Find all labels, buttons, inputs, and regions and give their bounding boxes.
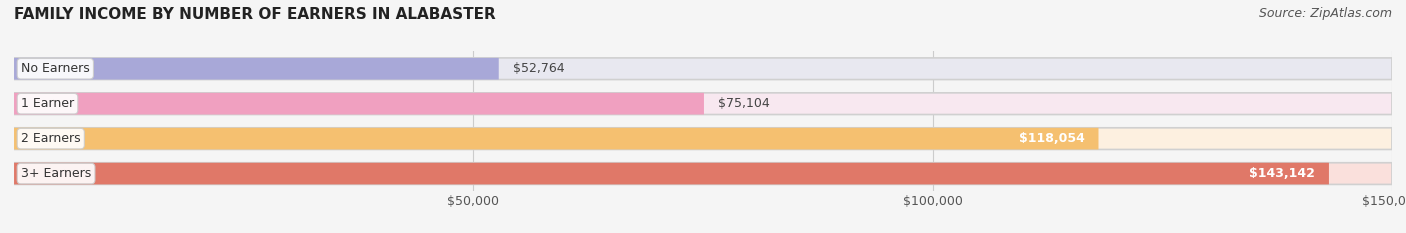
Text: $52,764: $52,764 [513, 62, 564, 75]
Text: 2 Earners: 2 Earners [21, 132, 80, 145]
Text: 1 Earner: 1 Earner [21, 97, 75, 110]
FancyBboxPatch shape [14, 163, 1392, 185]
Text: $75,104: $75,104 [717, 97, 769, 110]
Text: FAMILY INCOME BY NUMBER OF EARNERS IN ALABASTER: FAMILY INCOME BY NUMBER OF EARNERS IN AL… [14, 7, 496, 22]
FancyBboxPatch shape [14, 163, 1329, 185]
Text: $118,054: $118,054 [1019, 132, 1084, 145]
FancyBboxPatch shape [14, 128, 1098, 150]
Text: Source: ZipAtlas.com: Source: ZipAtlas.com [1258, 7, 1392, 20]
Text: $143,142: $143,142 [1250, 167, 1315, 180]
FancyBboxPatch shape [14, 58, 1392, 80]
Text: 3+ Earners: 3+ Earners [21, 167, 91, 180]
FancyBboxPatch shape [14, 58, 499, 80]
FancyBboxPatch shape [14, 93, 704, 115]
FancyBboxPatch shape [14, 93, 1392, 115]
Text: No Earners: No Earners [21, 62, 90, 75]
FancyBboxPatch shape [14, 128, 1392, 150]
